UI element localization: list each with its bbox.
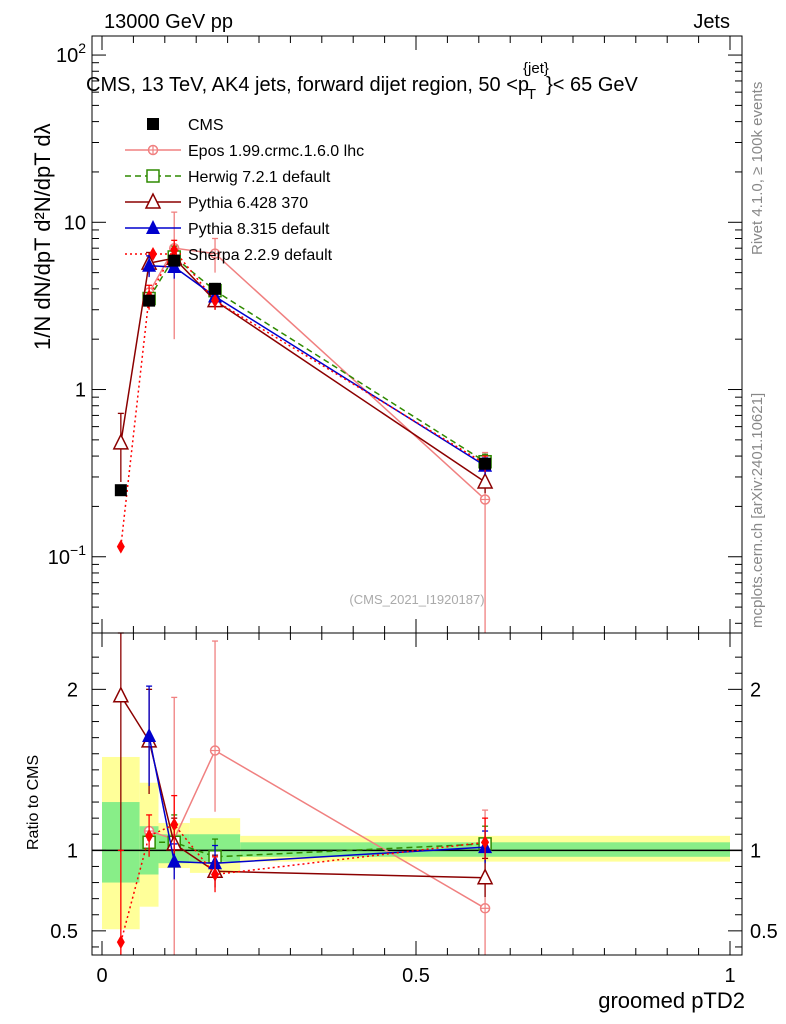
legend-label: Herwig 7.2.1 default bbox=[188, 169, 331, 186]
marker-triangle-open bbox=[476, 868, 494, 885]
series-layer bbox=[112, 211, 494, 955]
marker-diamond-filled bbox=[116, 539, 125, 554]
marker-triangle-filled bbox=[142, 257, 157, 272]
series-2 bbox=[142, 245, 492, 875]
header-right: Jets bbox=[693, 11, 730, 33]
marker-diamond-filled bbox=[481, 835, 490, 850]
ratio-tick-label: 2 bbox=[67, 679, 78, 701]
ratio-tick-label-right: 0.5 bbox=[750, 921, 778, 943]
marker-square-filled bbox=[143, 294, 156, 307]
series-0 bbox=[114, 254, 492, 497]
ratio-tick-label-right: 1 bbox=[750, 840, 761, 862]
legend-label: Epos 1.99.crmc.1.6.0 lhc bbox=[188, 143, 364, 160]
series-line bbox=[149, 264, 486, 467]
marker-cross-open bbox=[479, 903, 491, 914]
marker-diamond-filled bbox=[170, 817, 179, 832]
marker-square-filled bbox=[168, 254, 181, 267]
y-tick-label-base: 10 bbox=[56, 45, 78, 67]
legend-item: Pythia 6.428 370 bbox=[125, 192, 308, 212]
marker-triangle-filled bbox=[146, 220, 160, 234]
marker-cross-open bbox=[209, 745, 221, 756]
legend-label: Sherpa 2.2.9 default bbox=[188, 247, 333, 264]
series-ratio-line bbox=[148, 735, 486, 864]
marker-diamond-filled bbox=[116, 935, 125, 950]
marker-cross-open bbox=[147, 144, 159, 156]
marker-square-filled bbox=[147, 118, 159, 130]
series-ratio-line bbox=[149, 841, 486, 858]
series-line bbox=[148, 255, 486, 463]
legend-label: CMS bbox=[188, 117, 224, 134]
marker-triangle-open bbox=[476, 472, 494, 489]
marker-square-filled bbox=[209, 282, 222, 295]
marker-triangle-filled bbox=[167, 853, 182, 868]
header-left: 13000 GeV pp bbox=[104, 11, 233, 33]
plot-title-sup: {jet} bbox=[523, 60, 549, 77]
marker-diamond-filled bbox=[211, 867, 220, 882]
marker-cross-open bbox=[209, 248, 221, 259]
x-tick-label: 0 bbox=[96, 965, 107, 987]
y-tick-label: 10−1 bbox=[48, 542, 86, 569]
y-axis-label: 1/N dN/dpT d²N/dpT dλ bbox=[30, 123, 55, 350]
marker-triangle-open bbox=[144, 192, 162, 209]
legend-item: Pythia 8.315 default bbox=[125, 220, 330, 238]
series-line bbox=[120, 257, 486, 483]
legend-item: CMS bbox=[147, 117, 224, 134]
plot-title-sub: T bbox=[527, 86, 536, 103]
ratio-y-label: Ratio to CMS bbox=[25, 755, 42, 850]
marker-triangle-filled bbox=[142, 728, 157, 743]
marker-diamond-filled bbox=[145, 828, 154, 843]
ratio-plot-frame bbox=[91, 632, 743, 956]
y-tick-label: 1 bbox=[75, 380, 86, 402]
legend-label: Pythia 8.315 default bbox=[188, 221, 330, 238]
plot-title-tail: }< 65 GeV bbox=[546, 74, 638, 96]
side-label-bottom: mcplots.cern.ch [arXiv:2401.10621] bbox=[749, 393, 766, 628]
legend: CMS Epos 1.99.crmc.1.6.0 lhc Herwig 7.2.1 … bbox=[125, 117, 364, 264]
marker-cross-open bbox=[479, 494, 491, 505]
series-ratio-line bbox=[148, 749, 486, 909]
y-tick-label-base: 10 bbox=[48, 547, 70, 569]
marker-diamond-filled bbox=[170, 243, 179, 258]
y-tick-label-exponent: 2 bbox=[78, 40, 86, 56]
marker-diamond-filled bbox=[149, 247, 157, 261]
legend-item: Herwig 7.2.1 default bbox=[125, 169, 331, 186]
marker-square-open bbox=[146, 169, 160, 183]
marker-triangle-open bbox=[112, 686, 130, 703]
y-tick-label: 102 bbox=[56, 40, 86, 67]
marker-square-filled bbox=[114, 484, 127, 497]
marker-triangle-open bbox=[112, 433, 130, 450]
legend-item: Sherpa 2.2.9 default bbox=[125, 247, 333, 264]
ratio-tick-label-right: 2 bbox=[750, 679, 761, 701]
x-tick-label: 1 bbox=[724, 965, 735, 987]
series-line bbox=[120, 248, 486, 547]
legend-label: Pythia 6.428 370 bbox=[188, 195, 308, 212]
ratio-tick-label: 1 bbox=[67, 840, 78, 862]
series-4 bbox=[142, 255, 493, 881]
x-axis-label: groomed pTD2 bbox=[598, 988, 745, 1013]
side-label-top: Rivet 4.1.0, ≥ 100k events bbox=[749, 82, 766, 255]
ratio-tick-label: 0.5 bbox=[50, 921, 78, 943]
y-tick-label: 10 bbox=[64, 212, 86, 234]
uncertainty-bands bbox=[102, 756, 730, 930]
legend-item: Epos 1.99.crmc.1.6.0 lhc bbox=[125, 143, 364, 160]
y-axis-label-text: 1/N dN/dpT d²N/dpT dλ bbox=[30, 123, 55, 350]
plot-title: CMS, 13 TeV, AK4 jets, forward dijet reg… bbox=[86, 60, 638, 103]
plot-title-main: CMS, 13 TeV, AK4 jets, forward dijet reg… bbox=[86, 74, 529, 96]
y-tick-label-exponent: −1 bbox=[70, 542, 86, 558]
analysis-watermark: (CMS_2021_I1920187) bbox=[349, 592, 484, 607]
marker-diamond-filled bbox=[211, 293, 220, 308]
marker-square-filled bbox=[479, 457, 492, 470]
x-tick-label: 0.5 bbox=[402, 965, 430, 987]
